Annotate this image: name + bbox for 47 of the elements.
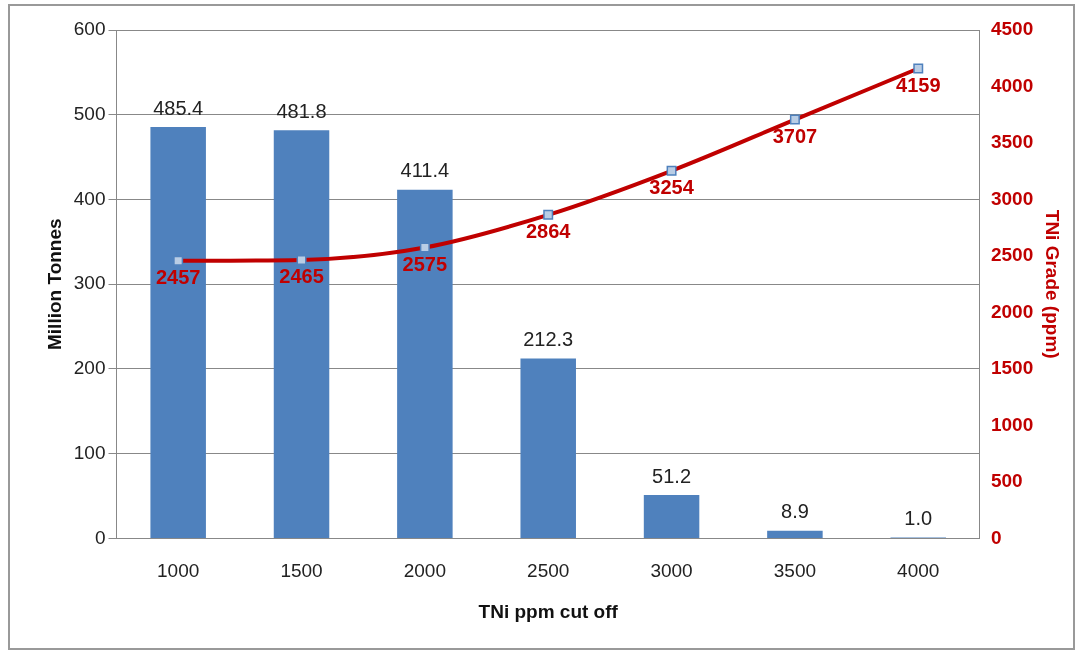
x-tick-label: 2000 — [403, 560, 447, 582]
y-tick-label: 400 — [73, 187, 106, 209]
data-label: 3707 — [772, 125, 818, 148]
bar — [397, 189, 453, 538]
y-tick-label: 300 — [73, 272, 106, 294]
y-axis-title: Million Tonnes — [43, 218, 65, 350]
x-tick-label: 4000 — [897, 560, 940, 582]
x-tick-label: 1500 — [280, 560, 323, 582]
x-axis-title: TNi ppm cut off — [478, 600, 619, 622]
x-tick-label: 1000 — [157, 560, 200, 582]
y2-tick-label: 3000 — [990, 187, 1034, 209]
y2-tick-label: 1500 — [990, 357, 1034, 379]
data-label: 485.4 — [153, 96, 204, 119]
data-label: 2465 — [279, 265, 324, 288]
y2-tick-label: 4500 — [990, 18, 1034, 40]
y-tick-label: 500 — [73, 102, 106, 124]
y-tick-label: 200 — [73, 357, 106, 379]
data-label: 2575 — [402, 253, 448, 275]
x-tick-label: 3500 — [773, 560, 817, 582]
y2-tick-label: 2000 — [990, 300, 1034, 322]
bar — [767, 530, 823, 538]
bar — [150, 127, 206, 538]
y2-tick-label: 2500 — [990, 244, 1034, 266]
x-tick-label: 2500 — [527, 560, 570, 582]
data-label: 411.4 — [400, 159, 450, 182]
y2-tick-label: 3500 — [990, 131, 1034, 153]
y2-axis-title: TNi Grade (ppm) — [1042, 209, 1064, 359]
data-label: 8.9 — [781, 500, 809, 523]
data-label: 1.0 — [904, 507, 933, 530]
bar — [520, 358, 576, 538]
y-tick-label: 0 — [94, 526, 106, 548]
data-label: 3254 — [649, 176, 695, 199]
data-label: 2457 — [155, 266, 201, 289]
data-label: 481.8 — [276, 99, 327, 122]
y-tick-label: 100 — [73, 441, 106, 463]
data-label: 51.2 — [652, 464, 692, 487]
y2-tick-label: 500 — [990, 470, 1023, 492]
data-label: 2864 — [525, 220, 572, 243]
y-tick-label: 600 — [73, 18, 106, 40]
y2-tick-label: 4000 — [990, 74, 1034, 96]
data-label: 4159 — [896, 74, 941, 97]
bar — [643, 495, 700, 538]
bar — [273, 130, 330, 538]
y2-tick-label: 0 — [990, 526, 1002, 548]
x-tick-label: 3000 — [650, 560, 693, 582]
data-label: 212.3 — [523, 328, 574, 351]
y2-tick-label: 1000 — [990, 413, 1034, 435]
